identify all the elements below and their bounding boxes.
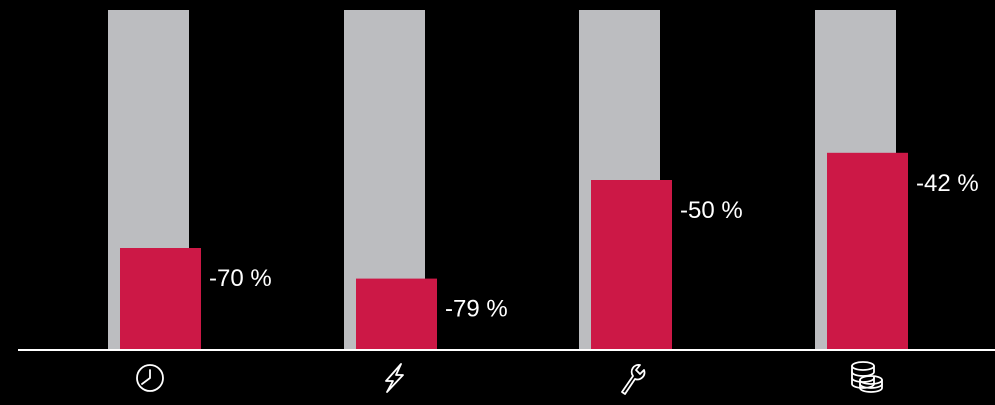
reduced-bar-1 xyxy=(120,248,201,350)
clock-icon xyxy=(136,364,164,392)
reduced-bar-4 xyxy=(827,152,908,350)
percent-label-4: -42 % xyxy=(916,170,979,197)
percent-label-1: -70 % xyxy=(209,265,272,292)
wrench-icon xyxy=(621,364,646,395)
lightning-icon xyxy=(385,363,404,393)
coins-icon xyxy=(851,361,883,393)
percent-label-3: -50 % xyxy=(680,197,743,224)
reduced-bar-2 xyxy=(356,278,437,350)
reduced-bar-3 xyxy=(591,180,672,350)
percent-label-2: -79 % xyxy=(445,296,508,323)
